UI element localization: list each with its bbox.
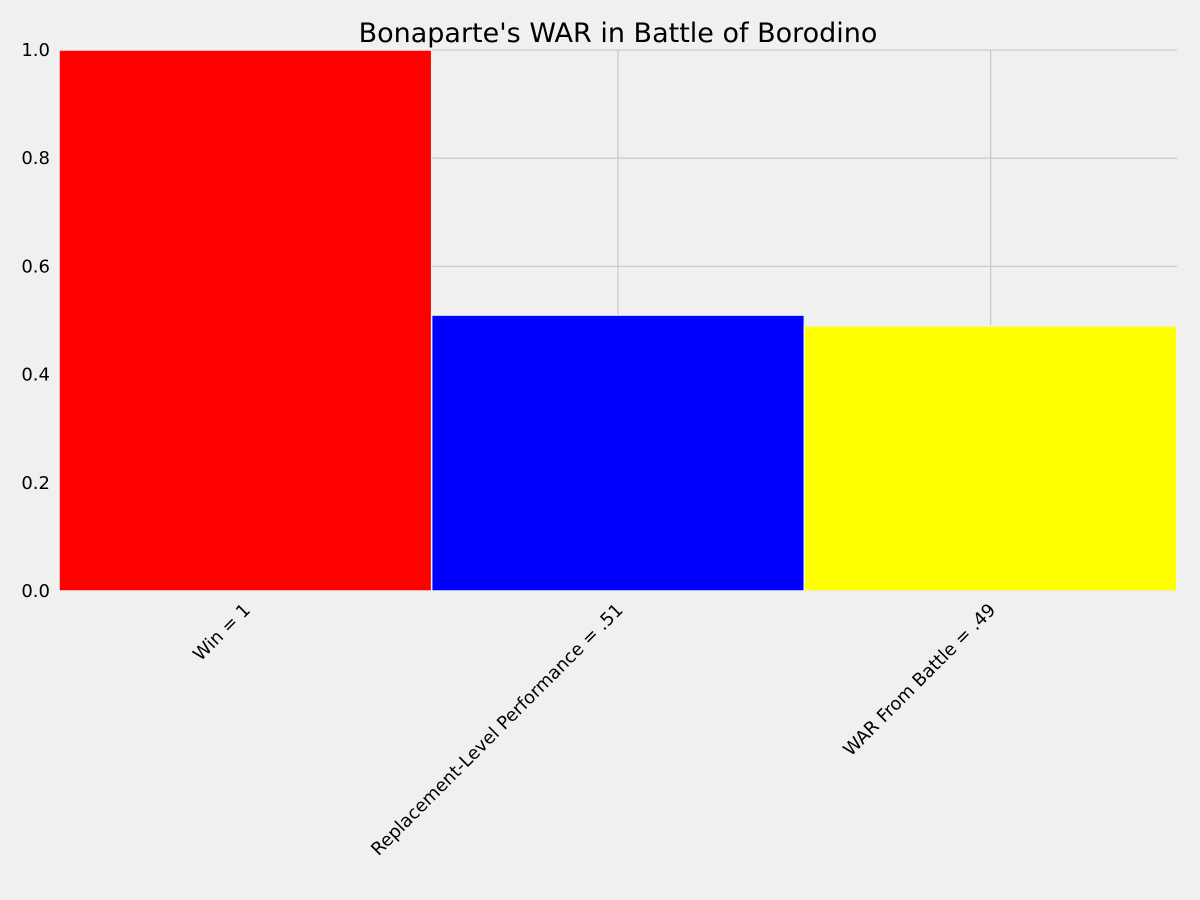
x-tick-label: Win = 1 bbox=[189, 600, 255, 666]
y-axis-tick-labels: 0.0 0.2 0.4 0.6 0.8 1.0 bbox=[21, 40, 50, 602]
x-axis-tick-labels: Win = 1 Replacement-Level Performance = .… bbox=[189, 600, 1000, 860]
bar bbox=[803, 325, 1178, 592]
y-tick-label: 0.0 bbox=[21, 581, 50, 602]
y-tick-label: 0.8 bbox=[21, 148, 50, 169]
x-tick-label: WAR From Battle = .49 bbox=[839, 600, 1000, 761]
bars bbox=[58, 49, 1178, 592]
x-tick-label: Replacement-Level Performance = .51 bbox=[367, 600, 627, 860]
y-tick-label: 0.2 bbox=[21, 473, 50, 494]
bar bbox=[430, 314, 806, 592]
bar bbox=[58, 49, 433, 592]
chart-title: Bonaparte's WAR in Battle of Borodino bbox=[359, 18, 878, 49]
y-tick-label: 1.0 bbox=[21, 40, 50, 61]
y-tick-label: 0.6 bbox=[21, 256, 50, 277]
y-tick-label: 0.4 bbox=[21, 365, 50, 386]
